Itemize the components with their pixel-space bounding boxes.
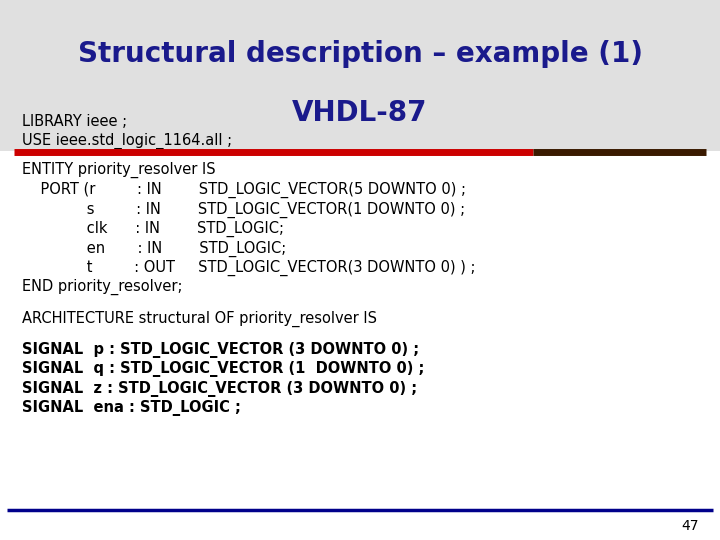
Bar [0,0,720,151]
Text: VHDL-87: VHDL-87 [292,99,428,127]
Text: PORT (r         : IN        STD_LOGIC_VECTOR(5 DOWNTO 0) ;: PORT (r : IN STD_LOGIC_VECTOR(5 DOWNTO 0… [22,182,466,198]
Text: en       : IN        STD_LOGIC;: en : IN STD_LOGIC; [22,240,286,256]
Text: END priority_resolver;: END priority_resolver; [22,279,182,295]
Text: SIGNAL  p : STD_LOGIC_VECTOR (3 DOWNTO 0) ;: SIGNAL p : STD_LOGIC_VECTOR (3 DOWNTO 0)… [22,342,419,358]
Text: ARCHITECTURE structural OF priority_resolver IS: ARCHITECTURE structural OF priority_reso… [22,310,377,327]
Text: SIGNAL  q : STD_LOGIC_VECTOR (1  DOWNTO 0) ;: SIGNAL q : STD_LOGIC_VECTOR (1 DOWNTO 0)… [22,361,424,377]
Text: SIGNAL  z : STD_LOGIC_VECTOR (3 DOWNTO 0) ;: SIGNAL z : STD_LOGIC_VECTOR (3 DOWNTO 0)… [22,381,417,397]
Text: t         : OUT     STD_LOGIC_VECTOR(3 DOWNTO 0) ) ;: t : OUT STD_LOGIC_VECTOR(3 DOWNTO 0) ) ; [22,260,475,276]
Text: clk      : IN        STD_LOGIC;: clk : IN STD_LOGIC; [22,221,284,237]
Text: ENTITY priority_resolver IS: ENTITY priority_resolver IS [22,162,215,178]
Text: 47: 47 [681,519,698,534]
Text: SIGNAL  ena : STD_LOGIC ;: SIGNAL ena : STD_LOGIC ; [22,400,240,416]
Text: USE ieee.std_logic_1164.all ;: USE ieee.std_logic_1164.all ; [22,132,232,149]
Text: LIBRARY ieee ;: LIBRARY ieee ; [22,114,127,129]
Text: Structural description – example (1): Structural description – example (1) [78,40,642,68]
Text: s         : IN        STD_LOGIC_VECTOR(1 DOWNTO 0) ;: s : IN STD_LOGIC_VECTOR(1 DOWNTO 0) ; [22,201,464,218]
